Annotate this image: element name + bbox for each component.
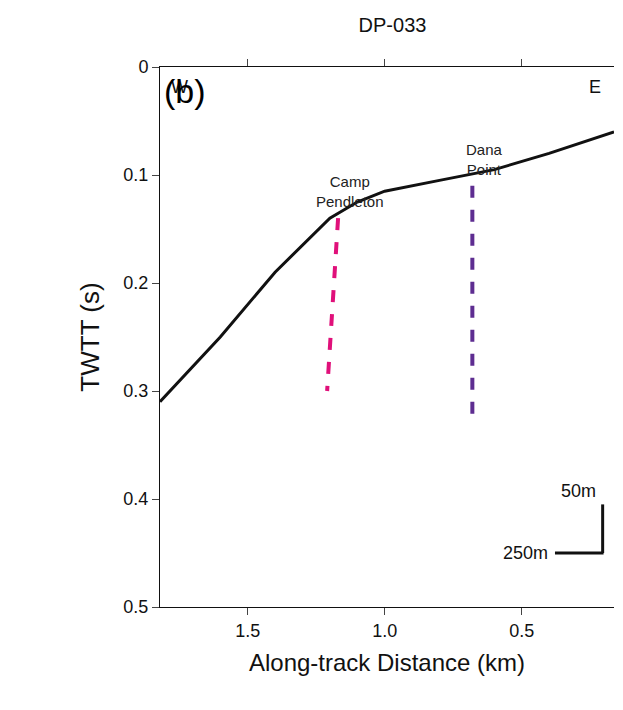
- svg-text:0.1: 0.1: [123, 165, 148, 185]
- svg-text:Along-track Distance (km): Along-track Distance (km): [249, 649, 525, 676]
- svg-text:CampPendleton: CampPendleton: [316, 173, 384, 210]
- svg-text:DP-033: DP-033: [359, 14, 427, 36]
- svg-text:50m: 50m: [561, 481, 596, 501]
- svg-text:0.2: 0.2: [123, 273, 148, 293]
- svg-text:TWTT (s): TWTT (s): [75, 282, 105, 391]
- svg-text:0.4: 0.4: [123, 489, 148, 509]
- svg-text:DanaPoint: DanaPoint: [466, 141, 503, 178]
- svg-text:E: E: [589, 77, 601, 97]
- svg-text:1.5: 1.5: [235, 621, 260, 641]
- svg-text:W: W: [171, 77, 188, 97]
- svg-text:(b): (b): [164, 72, 206, 110]
- svg-text:0: 0: [138, 57, 148, 77]
- svg-text:250m: 250m: [503, 543, 548, 563]
- svg-text:1.0: 1.0: [372, 621, 397, 641]
- svg-text:0.3: 0.3: [123, 381, 148, 401]
- svg-text:0.5: 0.5: [123, 597, 148, 617]
- svg-text:0.5: 0.5: [509, 621, 534, 641]
